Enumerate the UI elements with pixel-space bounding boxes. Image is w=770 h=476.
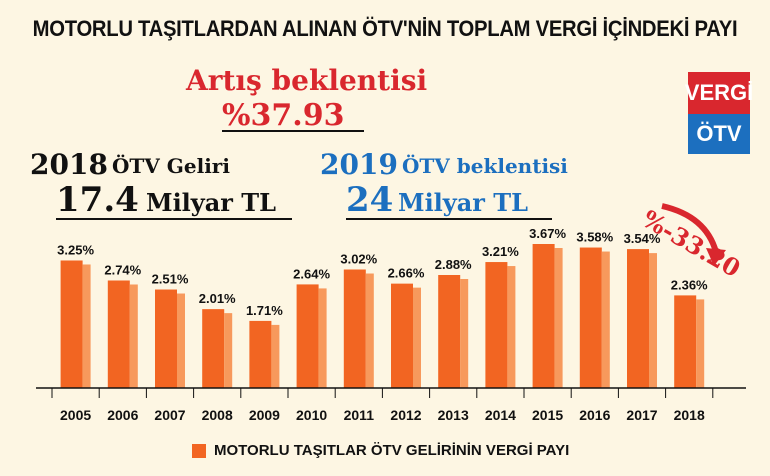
bar-2006	[107, 280, 130, 388]
drop-arrow-icon	[661, 203, 719, 253]
legend-swatch	[192, 443, 206, 458]
x-tick-2016: 2016	[579, 407, 610, 423]
bar-side-2014	[507, 266, 516, 388]
otv-badge: ÖTV	[688, 114, 750, 154]
x-tick-2012: 2012	[390, 407, 421, 423]
x-tick-2013: 2013	[438, 407, 469, 423]
data-label-2007: 2.51%	[152, 272, 189, 287]
bar-2010	[296, 284, 319, 388]
revenue-underline	[56, 218, 292, 220]
bar-2009	[249, 320, 272, 388]
revenue-amount: 17.4	[56, 180, 139, 220]
increase-underline	[222, 130, 364, 132]
x-tick-2015: 2015	[532, 407, 563, 423]
bar-2015	[532, 244, 555, 388]
bar-side-2008	[224, 313, 233, 388]
revenue-unit: Milyar TL	[146, 188, 277, 217]
bar-2014	[485, 262, 508, 388]
expectation-underline	[346, 218, 552, 220]
x-tick-2008: 2008	[202, 407, 233, 423]
data-label-2017: 3.54%	[624, 231, 661, 246]
bar-side-2018	[696, 299, 705, 388]
bar-side-2005	[82, 264, 91, 388]
increase-value: %37.93	[222, 98, 345, 133]
bar-side-2013	[460, 278, 469, 388]
x-tick-2005: 2005	[60, 407, 91, 423]
increase-label: Artış beklentisi	[186, 64, 428, 97]
bar-2013	[438, 274, 461, 388]
x-tick-2007: 2007	[154, 407, 185, 423]
revenue-year: 2018	[30, 148, 108, 181]
bar-side-2007	[177, 293, 185, 388]
bar-side-2006	[129, 284, 138, 388]
bar-2011	[343, 269, 366, 388]
expectation-unit: Milyar TL	[398, 188, 529, 217]
x-tick-2018: 2018	[674, 407, 705, 423]
data-label-2005: 3.25%	[57, 242, 94, 257]
bar-side-2010	[318, 288, 327, 388]
data-label-2018: 2.36%	[671, 277, 708, 292]
bar-2016	[579, 247, 602, 388]
drop-arrowhead-icon	[706, 248, 726, 266]
x-tick-2010: 2010	[296, 407, 327, 423]
bar-side-2009	[271, 324, 280, 388]
data-label-2006: 2.74%	[104, 262, 141, 277]
bar-side-2011	[365, 273, 374, 388]
bar-2005	[60, 260, 83, 388]
bar-side-2016	[601, 251, 610, 388]
x-tick-2011: 2011	[344, 407, 375, 423]
bar-side-2017	[649, 253, 657, 388]
bar-2008	[202, 309, 225, 388]
legend: MOTORLU TAŞITLAR ÖTV GELİRİNİN VERGİ PAY…	[192, 442, 569, 459]
vergi-badge: VERGİ	[685, 72, 753, 114]
expectation-year: 2019	[320, 148, 398, 181]
revenue-label: ÖTV Geliri	[112, 154, 230, 178]
data-label-2011: 3.02%	[340, 252, 377, 267]
bar-2012	[391, 283, 413, 388]
bar-side-2012	[413, 287, 421, 388]
data-label-2014: 3.21%	[482, 244, 519, 259]
chart-title: MOTORLU TAŞITLARDAN ALINAN ÖTV'NİN TOPLA…	[32, 16, 738, 41]
x-tick-2014: 2014	[485, 407, 516, 423]
data-label-2009: 1.71%	[246, 303, 283, 318]
x-tick-2017: 2017	[626, 407, 657, 423]
data-label-2015: 3.67%	[529, 226, 566, 241]
bar-2018	[674, 295, 697, 388]
expectation-label: ÖTV beklentisi	[402, 154, 568, 178]
bar-side-2015	[554, 248, 563, 388]
x-tick-2009: 2009	[249, 407, 280, 423]
data-label-2008: 2.01%	[199, 291, 236, 306]
legend-label: MOTORLU TAŞITLAR ÖTV GELİRİNİN VERGİ PAY…	[214, 442, 570, 459]
data-label-2010: 2.64%	[293, 266, 330, 281]
data-label-2012: 2.66%	[388, 266, 425, 281]
expectation-amount: 24	[346, 180, 394, 220]
x-tick-2006: 2006	[107, 407, 138, 423]
data-label-2016: 3.58%	[576, 230, 613, 245]
data-label-2013: 2.88%	[435, 257, 472, 272]
bar-2017	[627, 249, 649, 388]
bar-2007	[155, 289, 177, 388]
